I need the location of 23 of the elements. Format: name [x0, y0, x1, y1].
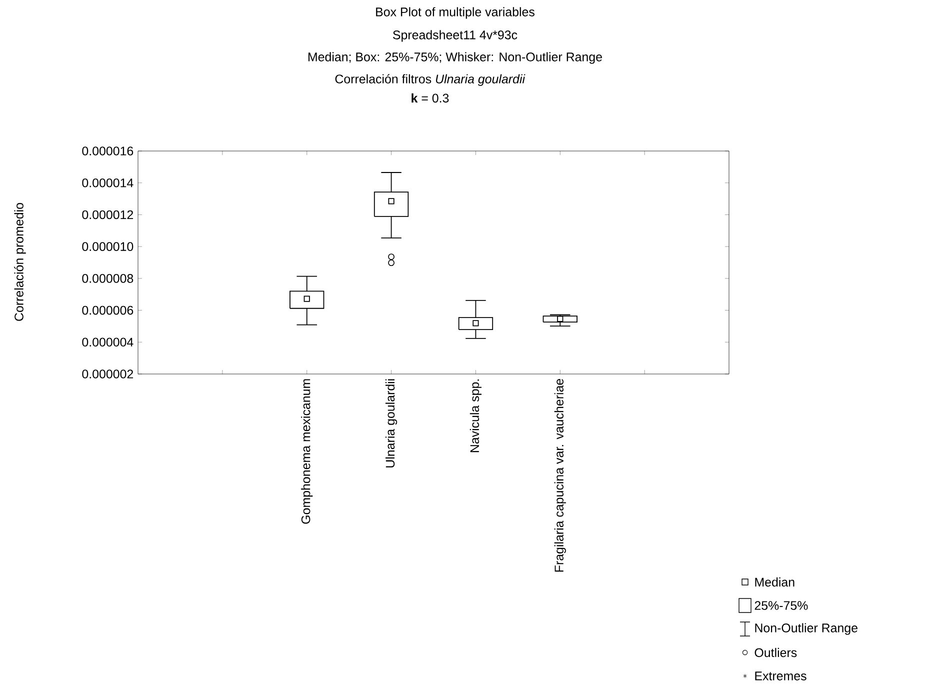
y-tick-label: 0.000014 [82, 178, 134, 188]
y-axis-title: Correlación promedio [14, 203, 26, 321]
text: Median [755, 577, 794, 587]
x-tick-label: Fragilaria capucina var. vaucheriae [554, 378, 566, 572]
chart-subtitle: Spreadsheet11 4v*93c [393, 30, 518, 42]
text: Non-Outlier Range [755, 623, 858, 635]
y-tick-label: 0.000016 [82, 146, 134, 156]
text: Median; Box: 25%-75%; Whisker: Non-Outlier Range [308, 52, 602, 64]
text: k = 0.3 [412, 93, 449, 103]
text: Extremes [755, 672, 806, 680]
text: Outliers [754, 648, 797, 658]
text: 25%-75% [754, 601, 808, 610]
text: Correlación filtros Ulnaria goulardii [335, 74, 526, 86]
y-tick-label: 0.000012 [82, 210, 134, 220]
y-tick-label: 0.000002 [82, 370, 134, 378]
y-tick-label: 0.000004 [82, 338, 134, 347]
x-tick-label: Navicula spp. [470, 380, 482, 452]
chart-title: Box Plot of multiple variables [376, 7, 534, 19]
y-tick-label: 0.000006 [82, 306, 134, 315]
y-tick-label: 0.000010 [82, 242, 134, 251]
y-tick-label: 0.000008 [82, 274, 134, 283]
x-tick-label: Ulnaria goulardii [385, 379, 398, 468]
x-tick-label: Gomphonema mexicanum [301, 379, 313, 524]
